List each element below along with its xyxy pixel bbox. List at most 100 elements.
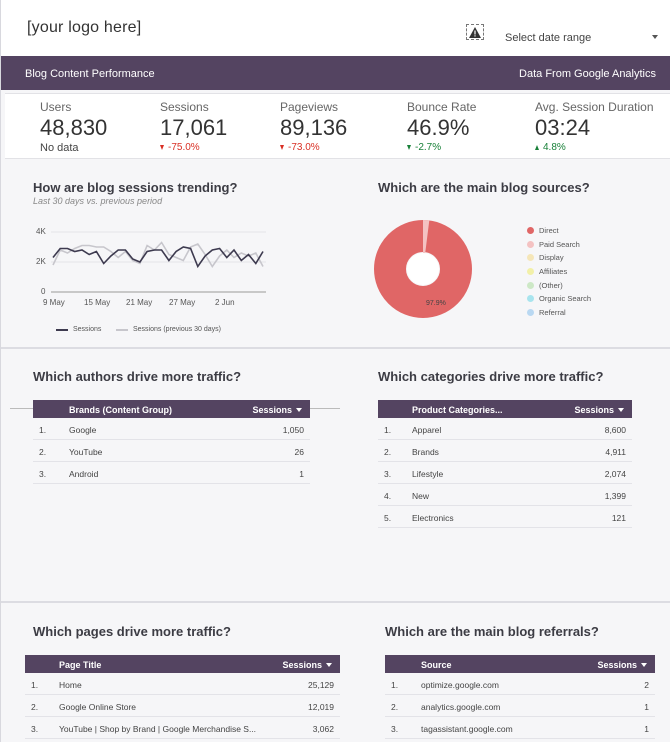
legend-dot xyxy=(527,295,534,303)
table-row[interactable]: 5. Electronics 121 xyxy=(378,506,632,528)
table-row[interactable]: 4. New 1,399 xyxy=(378,484,632,506)
legend-item[interactable]: (Other) xyxy=(527,278,591,292)
row-index: 1. xyxy=(391,680,399,690)
legend-label: Organic Search xyxy=(539,294,592,304)
table-row[interactable]: 3. tagassistant.google.com 1 xyxy=(385,717,655,739)
kpi-sessions[interactable]: Sessions 17,061 -75.0% xyxy=(160,100,227,153)
row-value: 2,074 xyxy=(604,469,626,479)
chevron-down-icon[interactable] xyxy=(652,35,658,39)
referrals-title: Which are the main blog referrals? xyxy=(385,624,599,639)
kpi-users[interactable]: Users 48,830 No data xyxy=(40,100,107,154)
row-value: 25,129 xyxy=(308,680,334,690)
table-header: Source Sessions xyxy=(385,655,655,673)
sources-legend: Direct Paid Search Display Affiliates (O… xyxy=(527,224,591,319)
legend-label: Paid Search xyxy=(539,239,580,249)
kpi-delta: -2.7% xyxy=(407,142,476,153)
sort-caret-icon xyxy=(641,663,647,667)
top-bar: [your logo here] Select date range xyxy=(1,0,670,56)
row-value: 26 xyxy=(294,447,304,457)
row-name: New xyxy=(412,491,430,501)
kpi-delta-text: -2.7% xyxy=(415,142,442,153)
legend-item[interactable]: Direct xyxy=(527,224,591,238)
slice-percent-label: 97.9% xyxy=(426,300,446,307)
column-header-sort[interactable]: Sessions xyxy=(282,660,332,670)
table-row[interactable]: 3. Lifestyle 2,074 xyxy=(378,462,632,484)
legend-label: Display xyxy=(539,253,564,263)
x-tick: 15 May xyxy=(84,298,111,307)
kpi-label: Sessions xyxy=(160,100,209,114)
sort-caret-icon xyxy=(326,663,332,667)
legend-item[interactable]: Organic Search xyxy=(527,292,591,306)
legend-item[interactable]: Paid Search xyxy=(527,238,591,252)
row-name: analytics.google.com xyxy=(421,702,501,712)
column-header[interactable]: Source xyxy=(421,660,452,670)
sort-caret-icon xyxy=(618,408,624,412)
table-row[interactable]: 1. Home 25,129 xyxy=(25,673,340,695)
table-row[interactable]: 3. YouTube | Shop by Brand | Google Merch… xyxy=(25,717,340,739)
table-row[interactable]: 1. optimize.google.com 2 xyxy=(385,673,655,695)
legend-item[interactable]: Affiliates xyxy=(527,265,591,279)
table-row[interactable]: 2. analytics.google.com 1 xyxy=(385,695,655,717)
row-name: Google xyxy=(69,425,97,435)
row-index: 3. xyxy=(384,469,392,479)
row-index: 2. xyxy=(384,447,392,457)
categories-title: Which categories drive more traffic? xyxy=(378,369,604,384)
column-header[interactable]: Product Categories... xyxy=(412,405,503,415)
table-row[interactable]: 1. Apparel 8,600 xyxy=(378,418,632,440)
column-header-sort[interactable]: Sessions xyxy=(597,660,647,670)
row-value: 1,050 xyxy=(282,425,304,435)
date-range-selector[interactable]: Select date range xyxy=(505,32,592,44)
column-header-sort[interactable]: Sessions xyxy=(252,405,302,415)
legend-sessions[interactable]: Sessions xyxy=(56,326,101,333)
row-name: Lifestyle xyxy=(412,469,444,479)
table-row[interactable]: 3. Android 1 xyxy=(33,462,310,484)
row-value: 121 xyxy=(611,513,626,523)
sessions-line-chart[interactable] xyxy=(51,225,266,297)
kpi-pageviews[interactable]: Pageviews 89,136 -73.0% xyxy=(280,100,347,153)
row-index: 1. xyxy=(31,680,39,690)
table-row[interactable]: 2. Brands 4,911 xyxy=(378,440,632,462)
row-name: Apparel xyxy=(412,425,442,435)
row-name: YouTube xyxy=(69,447,103,457)
column-header[interactable]: Page Title xyxy=(59,660,102,670)
kpi-bounce-rate[interactable]: Bounce Rate 46.9% -2.7% xyxy=(407,100,476,153)
slice-paid-search[interactable] xyxy=(423,219,430,254)
table-row[interactable]: 1. Google 1,050 xyxy=(33,418,310,440)
legend-sessions-previous[interactable]: Sessions (previous 30 days) xyxy=(116,326,221,333)
row-index: 5. xyxy=(384,513,392,523)
legend-label: Direct xyxy=(539,226,559,236)
legend-swatch xyxy=(56,328,68,331)
y-tick: 2K xyxy=(36,257,46,266)
kpi-label: Pageviews xyxy=(280,100,339,114)
table-row[interactable]: 2. YouTube 26 xyxy=(33,440,310,462)
kpi-delta-text: -73.0% xyxy=(288,142,320,153)
legend-item[interactable]: Referral xyxy=(527,306,591,320)
column-header-label: Sessions xyxy=(597,660,637,670)
table-row[interactable]: 2. Google Online Store 12,019 xyxy=(25,695,340,717)
row-value: 3,062 xyxy=(312,724,334,734)
kpi-value: 46.9% xyxy=(407,115,470,140)
warning-icon[interactable] xyxy=(466,24,484,40)
legend-label: Affiliates xyxy=(539,267,568,277)
kpi-delta: No data xyxy=(40,142,107,154)
row-index: 1. xyxy=(384,425,392,435)
column-header-sort[interactable]: Sessions xyxy=(574,405,624,415)
sources-donut-chart[interactable]: 97.9% xyxy=(373,219,473,319)
legend-dot xyxy=(527,268,534,276)
column-header[interactable]: Brands (Content Group) xyxy=(69,405,172,415)
data-source-label: Data From Google Analytics xyxy=(519,68,656,80)
kpi-avg-session-duration[interactable]: Avg. Session Duration 03:24 4.8% xyxy=(535,100,654,153)
row-value: 4,911 xyxy=(605,447,626,457)
pages-table: Page Title Sessions 1. Home 25,129 2. Googl… xyxy=(25,655,340,739)
pages-title: Which pages drive more traffic? xyxy=(33,624,231,639)
donut-hole xyxy=(407,253,439,285)
legend-label: Sessions (previous 30 days) xyxy=(133,326,221,333)
legend-dot xyxy=(527,227,534,235)
row-value: 8,600 xyxy=(604,425,626,435)
series-previous-line[interactable] xyxy=(52,241,264,268)
row-name: YouTube | Shop by Brand | Google Merchan… xyxy=(59,724,257,734)
kpi-delta: 4.8% xyxy=(535,142,654,153)
series-sessions-line[interactable] xyxy=(52,246,264,269)
legend-item[interactable]: Display xyxy=(527,251,591,265)
